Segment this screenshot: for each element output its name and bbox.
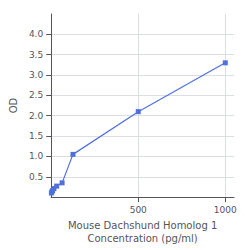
svg-text:2.5: 2.5: [29, 90, 43, 100]
svg-text:0.5: 0.5: [29, 172, 43, 182]
svg-text:OD: OD: [8, 97, 19, 113]
svg-text:2.0: 2.0: [29, 111, 44, 121]
svg-text:Mouse Dachshund Homolog 1: Mouse Dachshund Homolog 1: [68, 220, 217, 231]
svg-text:4.0: 4.0: [29, 29, 44, 39]
svg-text:500: 500: [130, 205, 147, 215]
svg-text:1.0: 1.0: [29, 151, 44, 161]
svg-text:3.5: 3.5: [29, 50, 43, 60]
svg-text:1.5: 1.5: [29, 131, 43, 141]
svg-text:Concentration (pg/ml): Concentration (pg/ml): [87, 233, 197, 244]
svg-text:3.0: 3.0: [29, 70, 44, 80]
svg-text:1000: 1000: [214, 205, 237, 215]
